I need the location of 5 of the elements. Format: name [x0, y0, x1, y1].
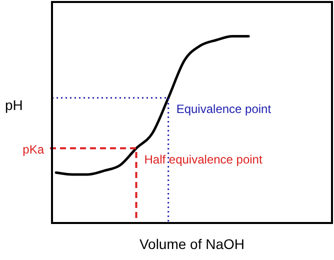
y-axis-title: pH — [5, 96, 23, 113]
ref-line-label: pKa — [22, 142, 44, 157]
x-axis-title: Volume of NaOH — [139, 236, 245, 252]
annotation: Half equivalence point — [144, 152, 263, 167]
annotation: Equivalence point — [176, 102, 272, 116]
